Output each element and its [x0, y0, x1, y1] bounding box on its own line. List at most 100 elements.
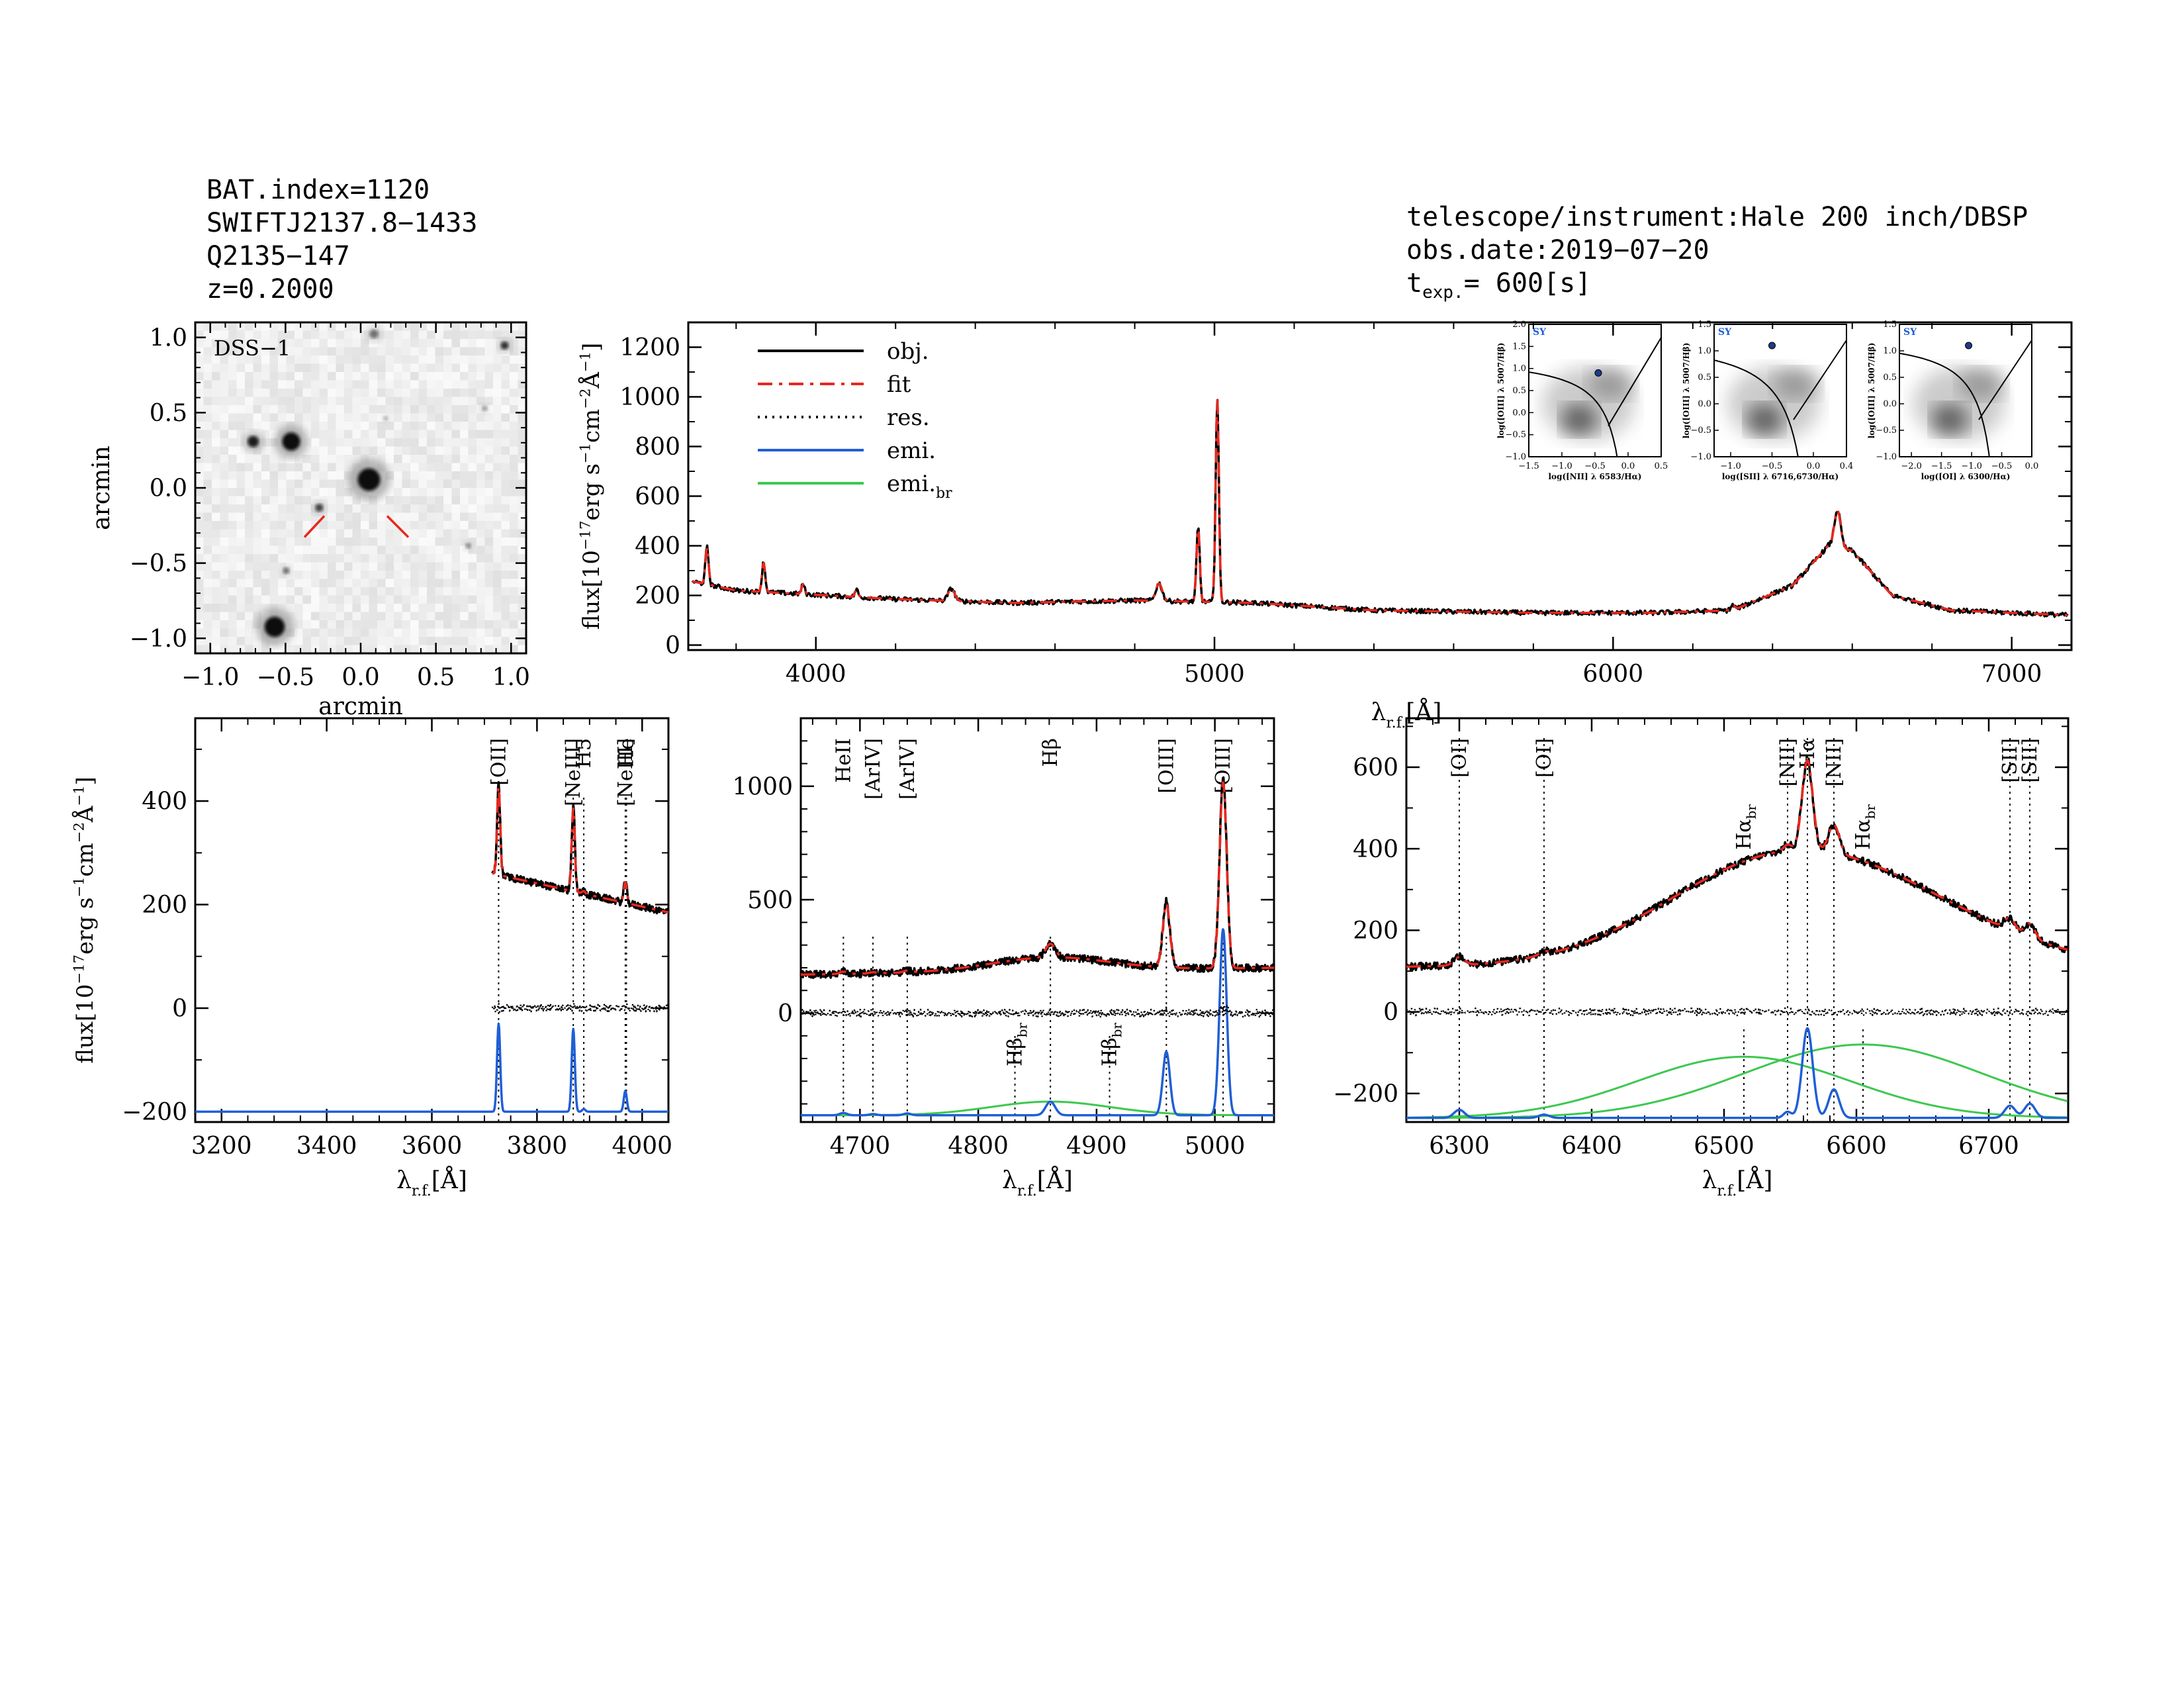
image-pixel — [402, 463, 411, 472]
image-pixel — [311, 380, 320, 389]
image-pixel — [236, 529, 246, 538]
image-pixel — [220, 405, 229, 414]
image-pixel — [236, 620, 246, 629]
image-pixel — [261, 347, 270, 356]
image-pixel — [427, 479, 435, 489]
image-pixel — [518, 595, 526, 604]
image-pixel — [369, 413, 378, 422]
image-pixel — [212, 397, 220, 406]
image-pixel — [195, 355, 204, 364]
image-pixel — [377, 620, 386, 629]
image-pixel — [253, 529, 262, 538]
image-pixel — [228, 529, 237, 538]
label-superscript: −1 — [70, 786, 87, 806]
image-pixel — [328, 405, 336, 414]
image-pixel — [336, 521, 345, 530]
image-pixel — [336, 339, 345, 348]
image-pixel — [361, 397, 369, 406]
image-pixel — [410, 587, 419, 596]
image-pixel — [328, 554, 336, 563]
image-pixel — [510, 380, 518, 389]
image-pixel — [427, 579, 435, 588]
image-pixel — [468, 389, 477, 397]
image-pixel — [394, 389, 402, 397]
label-superscript: −17 — [576, 521, 593, 550]
axes-frame — [687, 321, 2073, 651]
image-pixel — [493, 355, 502, 364]
image-pixel — [278, 339, 287, 348]
image-pixel — [311, 372, 320, 381]
star — [500, 342, 509, 350]
image-pixel — [443, 380, 452, 389]
image-pixel — [220, 463, 229, 472]
x-tick-label: 4000 — [786, 661, 846, 688]
image-pixel — [253, 587, 262, 596]
image-pixel — [418, 363, 428, 373]
image-pixel — [220, 538, 229, 546]
image-pixel — [518, 355, 526, 364]
image-pixel — [203, 545, 212, 555]
density-agn — [1958, 368, 2005, 400]
image-pixel — [220, 579, 229, 588]
image-pixel — [261, 538, 270, 546]
image-pixel — [451, 496, 461, 505]
seyfert-liner-line — [1793, 340, 1846, 420]
image-pixel — [451, 620, 461, 629]
image-pixel — [261, 562, 270, 571]
image-pixel — [253, 372, 262, 381]
image-pixel — [261, 339, 270, 348]
image-pixel — [328, 363, 336, 373]
image-pixel — [212, 504, 220, 513]
image-pixel — [418, 488, 428, 496]
image-pixel — [501, 463, 510, 472]
exposure-time: texp.= 600[s] — [1406, 268, 1592, 303]
image-pixel — [477, 504, 485, 513]
image-pixel — [278, 397, 287, 406]
image-pixel — [460, 471, 469, 480]
redshift: z=0.2000 — [206, 274, 334, 305]
image-pixel — [245, 612, 253, 621]
image-pixel — [269, 545, 279, 555]
image-pixel — [394, 512, 402, 522]
image-pixel — [402, 422, 411, 430]
image-pixel — [220, 571, 229, 579]
image-pixel — [195, 587, 204, 596]
image-pixel — [501, 488, 510, 496]
image-pixel — [319, 645, 328, 653]
bpt-x-label: log([NII] λ 6583/Hα) — [1549, 472, 1642, 481]
image-pixel — [328, 496, 336, 505]
label-part: [Å] — [1737, 1166, 1772, 1194]
bpt-panel: −1.0 −0.5 0.0 0.41.51.00.50.0−0.5−1.0log([S… — [1682, 320, 1853, 481]
image-pixel — [228, 455, 237, 463]
image-pixel — [435, 430, 444, 439]
image-pixel — [418, 628, 428, 637]
image-pixel — [220, 595, 229, 604]
image-pixel — [228, 471, 237, 480]
image-pixel — [344, 628, 353, 637]
image-pixel — [435, 488, 444, 496]
image-pixel — [361, 347, 369, 356]
image-pixel — [484, 512, 494, 522]
bpt-panel: −1.5 −1.0 −0.5 0.0 0.52.01.51.00.50.0−0.5−1.… — [1496, 320, 1668, 481]
image-pixel — [468, 504, 477, 513]
image-pixel — [410, 562, 419, 571]
image-pixel — [477, 579, 485, 588]
image-pixel — [451, 438, 461, 447]
image-pixel — [369, 538, 378, 546]
image-pixel — [484, 397, 494, 406]
image-pixel — [394, 604, 402, 612]
image-pixel — [460, 413, 469, 422]
bpt-x-tick-label: −1.0 — [1720, 461, 1741, 471]
image-pixel — [212, 438, 220, 447]
image-pixel — [319, 554, 328, 563]
bpt-target-point — [1594, 369, 1602, 377]
image-pixel — [352, 372, 361, 381]
image-pixel — [212, 471, 220, 480]
image-pixel — [220, 545, 229, 555]
bpt-y-tick-label: 1.5 — [1512, 342, 1526, 352]
image-pixel — [195, 628, 204, 637]
image-pixel — [253, 363, 262, 373]
image-pixel — [228, 571, 237, 579]
image-pixel — [220, 612, 229, 621]
image-pixel — [477, 496, 485, 505]
